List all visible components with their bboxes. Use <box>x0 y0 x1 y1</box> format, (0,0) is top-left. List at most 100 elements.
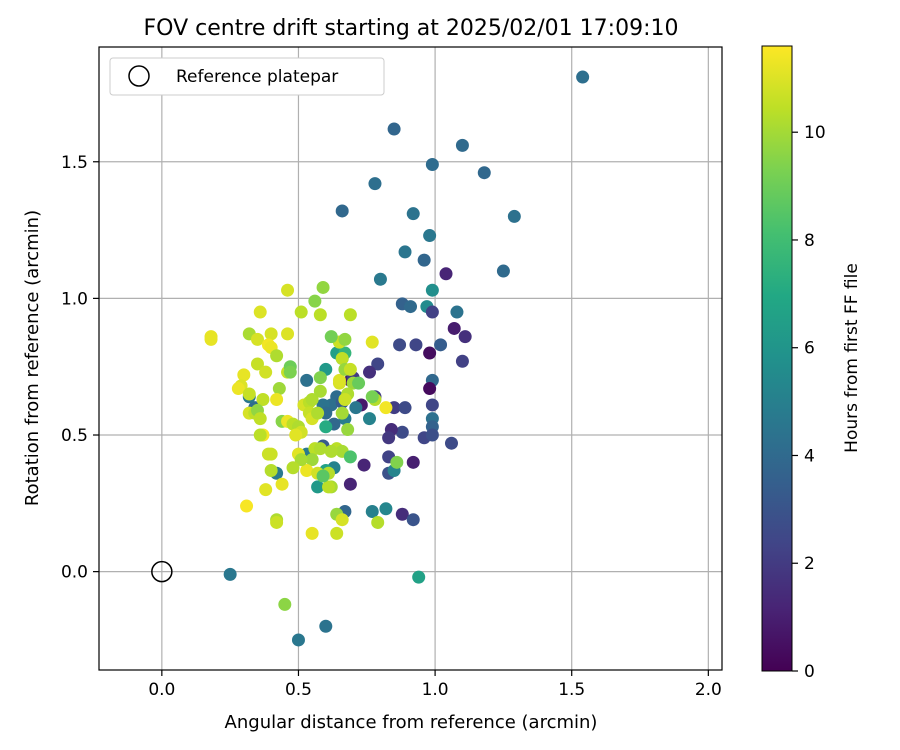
colorbar-tick-label: 0 <box>804 662 815 682</box>
data-point <box>324 444 338 458</box>
data-point <box>319 619 333 633</box>
data-point <box>305 526 319 540</box>
x-tick-label: 1.5 <box>558 680 585 700</box>
data-point <box>379 502 393 516</box>
x-tick-label: 1.0 <box>422 680 449 700</box>
data-point <box>398 401 412 415</box>
data-point <box>363 365 377 379</box>
data-point <box>455 138 469 152</box>
data-point <box>341 423 355 437</box>
data-point <box>343 308 357 322</box>
data-point <box>322 480 336 494</box>
data-point <box>316 280 330 294</box>
data-point <box>313 384 327 398</box>
data-point <box>250 357 264 371</box>
data-point <box>343 477 357 491</box>
colorbar-tick-label: 8 <box>804 231 815 251</box>
data-point <box>425 283 439 297</box>
data-point <box>390 455 404 469</box>
data-point <box>357 458 371 472</box>
data-point <box>281 327 295 341</box>
data-point <box>264 464 278 478</box>
plot-frame <box>98 46 723 671</box>
data-point <box>253 412 267 426</box>
data-point <box>335 513 349 527</box>
data-point <box>300 464 314 478</box>
data-point <box>240 499 254 513</box>
data-point <box>398 245 412 259</box>
reference-point <box>151 560 173 583</box>
points-layer <box>204 70 590 647</box>
y-tick-label: 1.5 <box>61 153 88 173</box>
data-point <box>477 166 491 180</box>
data-point <box>253 305 267 319</box>
data-point <box>406 513 420 527</box>
data-point <box>444 436 458 450</box>
data-point <box>330 526 344 540</box>
x-tick-label: 0.5 <box>285 680 312 700</box>
data-point <box>458 330 472 344</box>
y-tick-label: 0.0 <box>61 563 88 583</box>
data-point <box>412 570 426 584</box>
data-point <box>270 349 284 363</box>
data-point <box>423 229 437 243</box>
data-point <box>450 305 464 319</box>
data-point <box>256 392 270 406</box>
x-tick-label: 2.0 <box>695 680 722 700</box>
data-point <box>275 477 289 491</box>
grid <box>99 47 722 670</box>
data-point <box>313 308 327 322</box>
data-point <box>237 368 251 382</box>
data-point <box>404 300 417 314</box>
axis-ticks: 0.0 0.5 1.0 1.5 2.0 0.0 0.5 1.0 1.5 <box>61 153 722 700</box>
data-point <box>425 398 439 412</box>
colorbar-tick-label: 4 <box>804 446 815 466</box>
data-point <box>278 597 292 611</box>
data-point <box>496 264 510 278</box>
data-point <box>324 330 338 344</box>
data-point <box>272 382 286 396</box>
data-point <box>365 505 379 519</box>
data-point <box>281 283 295 297</box>
data-point <box>294 305 308 319</box>
data-point <box>363 412 377 426</box>
y-tick-label: 0.5 <box>61 426 88 446</box>
data-point <box>270 515 284 529</box>
data-point <box>204 332 218 346</box>
data-point <box>507 209 521 223</box>
legend: Reference platepar <box>109 57 385 96</box>
data-point <box>425 428 439 442</box>
legend-marker <box>128 65 150 87</box>
data-point <box>231 382 245 396</box>
data-point <box>332 373 346 387</box>
data-point <box>409 338 423 352</box>
data-point <box>368 177 382 191</box>
data-point <box>313 442 327 456</box>
colorbar-tick-label: 6 <box>804 339 815 359</box>
colorbar-gradient <box>761 45 793 672</box>
data-point <box>338 392 352 406</box>
x-axis-label: Angular distance from reference (arcmin) <box>225 712 598 733</box>
data-point <box>365 335 379 349</box>
data-point <box>425 305 439 319</box>
chart-title: FOV centre drift starting at 2025/02/01 … <box>144 16 679 41</box>
data-point <box>286 461 300 475</box>
data-point <box>379 401 393 415</box>
legend-label: Reference platepar <box>176 67 338 87</box>
data-point <box>335 352 349 365</box>
data-point <box>455 354 469 368</box>
data-point <box>395 425 409 439</box>
data-point <box>576 70 590 84</box>
data-point <box>349 401 363 415</box>
data-point <box>406 455 420 469</box>
data-point <box>294 453 308 467</box>
data-point <box>253 428 267 442</box>
data-point <box>439 267 453 281</box>
colorbar: 0 2 4 6 8 10 Hours from first FF file <box>761 45 862 682</box>
data-point <box>300 373 314 387</box>
data-point <box>313 371 327 385</box>
data-point <box>434 338 448 352</box>
data-point <box>264 447 278 461</box>
data-point <box>305 392 319 406</box>
data-point <box>338 332 352 346</box>
